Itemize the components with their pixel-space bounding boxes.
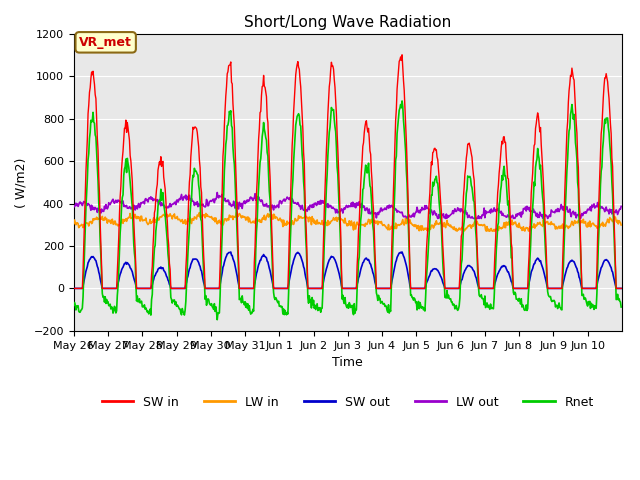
Y-axis label: ( W/m2): ( W/m2) (15, 157, 28, 207)
Title: Short/Long Wave Radiation: Short/Long Wave Radiation (244, 15, 451, 30)
Text: VR_met: VR_met (79, 36, 132, 49)
Legend: SW in, LW in, SW out, LW out, Rnet: SW in, LW in, SW out, LW out, Rnet (97, 391, 599, 413)
X-axis label: Time: Time (332, 356, 364, 369)
